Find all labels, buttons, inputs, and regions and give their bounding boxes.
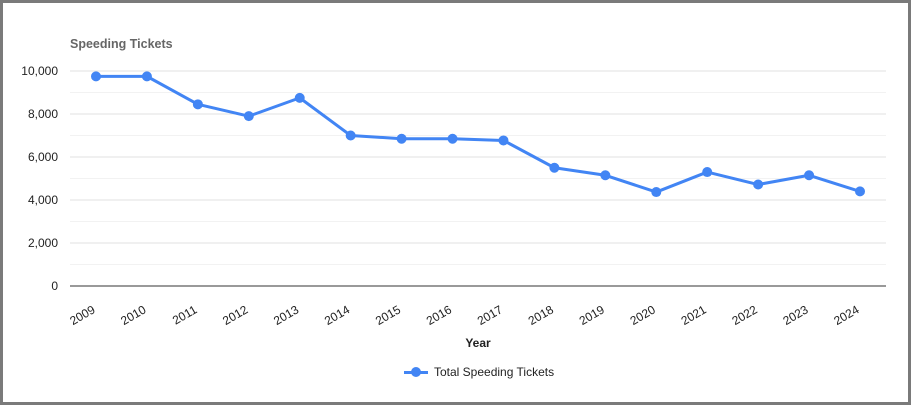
- data-point[interactable]: [91, 71, 101, 82]
- data-point[interactable]: [498, 135, 509, 146]
- x-tick-label: 2012: [220, 302, 250, 328]
- data-point[interactable]: [753, 179, 764, 190]
- y-axis-ticks: 0 2,000 4,000 6,000 8,000 10,000: [21, 64, 58, 293]
- series-line: [94, 74, 862, 194]
- x-tick-label: 2019: [577, 302, 607, 328]
- data-point[interactable]: [447, 133, 458, 144]
- x-axis-ticks: 2009 2010 2011 2012 2013 2014 2015 2016 2017 2018…: [67, 302, 861, 328]
- x-tick-label: 2024: [831, 302, 861, 328]
- x-axis-label: Year: [465, 336, 491, 350]
- legend[interactable]: Total Speeding Tickets: [404, 365, 554, 379]
- data-point[interactable]: [294, 92, 305, 103]
- chart-title: Speeding Tickets: [70, 37, 173, 51]
- x-tick-label: 2020: [628, 302, 658, 328]
- x-tick-label: 2013: [271, 302, 301, 328]
- x-tick-label: 2015: [373, 302, 403, 328]
- x-tick-label: 2016: [424, 302, 454, 328]
- x-tick-label: 2010: [118, 302, 148, 328]
- data-point[interactable]: [549, 162, 560, 173]
- data-point[interactable]: [396, 133, 407, 144]
- data-point[interactable]: [192, 99, 203, 110]
- legend-line-marker-icon: [404, 367, 428, 377]
- data-point[interactable]: [804, 170, 815, 181]
- x-tick-label: 2014: [322, 302, 352, 328]
- y-tick-label: 10,000: [21, 64, 58, 78]
- x-tick-label: 2018: [526, 302, 556, 328]
- y-tick-label: 0: [51, 279, 58, 293]
- data-point[interactable]: [600, 170, 611, 181]
- y-tick-label: 6,000: [28, 150, 58, 164]
- data-point[interactable]: [651, 187, 662, 198]
- x-tick-label: 2017: [475, 302, 505, 328]
- y-tick-label: 8,000: [28, 107, 58, 121]
- gridlines: [70, 70, 886, 287]
- data-point[interactable]: [243, 111, 254, 122]
- series-group: [91, 71, 865, 198]
- y-tick-label: 2,000: [28, 236, 58, 250]
- data-point[interactable]: [345, 130, 356, 141]
- data-point[interactable]: [855, 186, 865, 197]
- data-point[interactable]: [141, 71, 152, 82]
- y-tick-label: 4,000: [28, 193, 58, 207]
- legend-label: Total Speeding Tickets: [434, 365, 555, 379]
- x-tick-label: 2023: [780, 302, 810, 328]
- x-tick-label: 2011: [170, 302, 200, 327]
- x-tick-label: 2021: [679, 302, 709, 328]
- x-tick-label: 2009: [67, 302, 97, 328]
- data-point[interactable]: [702, 167, 713, 178]
- x-tick-label: 2022: [730, 302, 760, 328]
